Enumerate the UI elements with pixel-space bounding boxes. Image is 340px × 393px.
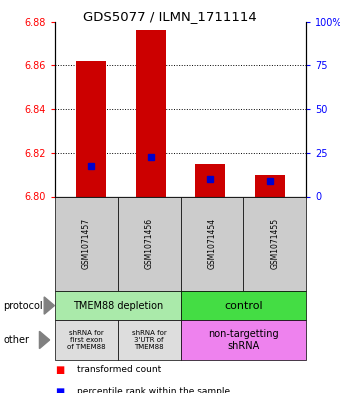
Text: ■: ■ [55, 365, 64, 375]
Text: GSM1071455: GSM1071455 [270, 218, 279, 269]
Polygon shape [44, 297, 54, 314]
Bar [255, 174, 285, 196]
Text: ■: ■ [55, 387, 64, 393]
Text: control: control [224, 301, 262, 310]
Text: GSM1071454: GSM1071454 [207, 218, 216, 269]
Text: TMEM88 depletion: TMEM88 depletion [73, 301, 163, 310]
Polygon shape [39, 331, 50, 349]
Bar [136, 30, 166, 196]
Text: percentile rank within the sample: percentile rank within the sample [77, 387, 230, 393]
Text: GSM1071456: GSM1071456 [145, 218, 154, 269]
Bar [76, 61, 106, 196]
Text: protocol: protocol [3, 301, 43, 310]
Text: shRNA for
3'UTR of
TMEM88: shRNA for 3'UTR of TMEM88 [132, 330, 167, 350]
Bar [195, 164, 225, 196]
Text: shRNA for
first exon
of TMEM88: shRNA for first exon of TMEM88 [67, 330, 106, 350]
Text: non-targetting
shRNA: non-targetting shRNA [208, 329, 278, 351]
Text: other: other [3, 335, 29, 345]
Text: GSM1071457: GSM1071457 [82, 218, 91, 269]
Text: GDS5077 / ILMN_1711114: GDS5077 / ILMN_1711114 [83, 10, 257, 23]
Text: transformed count: transformed count [77, 365, 162, 375]
